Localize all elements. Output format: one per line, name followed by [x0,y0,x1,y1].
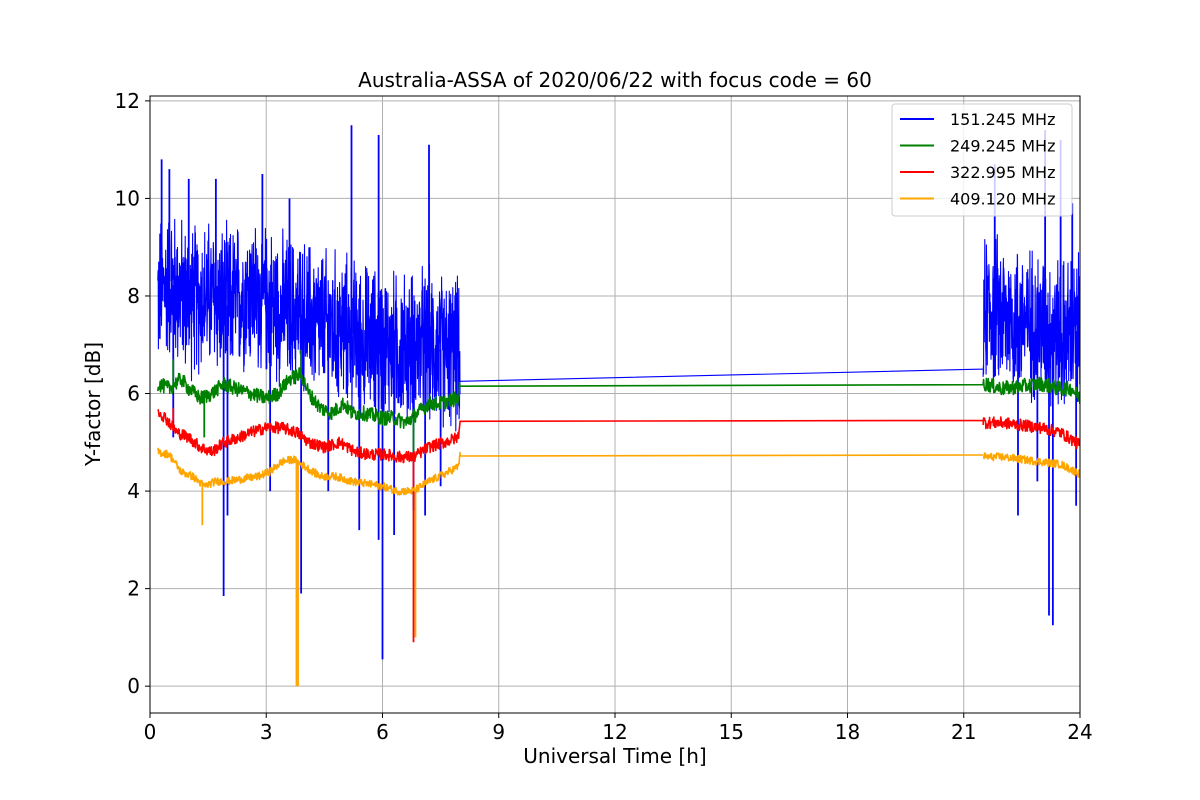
x-tick-label: 3 [260,720,273,744]
x-tick-label: 9 [492,720,505,744]
y-tick-label: 8 [127,284,140,308]
y-tick-label: 12 [115,89,140,113]
x-tick-label: 18 [835,720,860,744]
series-1 [157,349,1080,453]
y-tick-label: 0 [127,674,140,698]
x-tick-label: 0 [144,720,157,744]
x-tick-label: 6 [376,720,389,744]
y-tick-label: 6 [127,382,140,406]
series-3 [157,447,1080,687]
legend-box [891,103,1073,217]
legend-entry: 322.995 MHz [950,163,1055,182]
y-tick-label: 2 [127,577,140,601]
x-tick-label: 12 [602,720,627,744]
chart-title: Australia-ASSA of 2020/06/22 with focus … [358,68,872,92]
legend-entry: 409.120 MHz [950,190,1055,209]
legend-entry: 151.245 MHz [950,110,1055,129]
y-tick-label: 10 [115,186,140,210]
series-line [157,447,1080,496]
y-axis-label: Y-factor [dB] [81,342,105,467]
series-2 [157,408,1080,643]
series-layer [157,125,1080,687]
y-tick-label: 4 [127,479,140,503]
series-line [157,367,1080,429]
legend-entry: 249.245 MHz [950,137,1055,156]
x-tick-label: 21 [951,720,976,744]
series-line [157,216,1080,432]
x-axis-label: Universal Time [h] [523,744,706,768]
x-tick-label: 24 [1067,720,1092,744]
x-tick-label: 15 [719,720,744,744]
series-line [157,409,1080,464]
legend: 151.245 MHz 249.245 MHz 322.995 MHz 409.120… [891,103,1073,217]
